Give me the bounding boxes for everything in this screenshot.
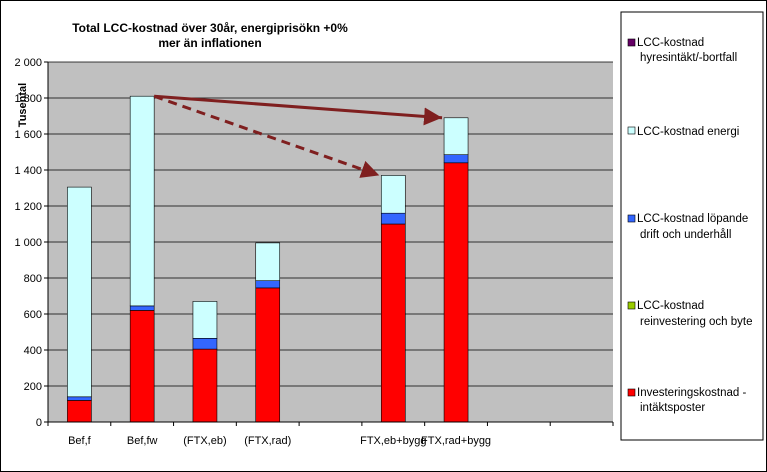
legend-label-line: hyresintäkt/-bortfall: [640, 52, 737, 64]
legend-label-line: drift och underhåll: [640, 229, 731, 241]
legend-swatch: [627, 214, 636, 223]
axes: [44, 61, 614, 426]
legend-label: LCC-kostnad energi: [637, 126, 739, 138]
x-tick-label: Bef,fw: [127, 435, 158, 447]
legend-swatch: [627, 126, 636, 135]
legend-label-line: intäktsposter: [640, 402, 705, 414]
bar-segment: [255, 287, 281, 423]
legend-label: LCC-kostnad hyresintäkt/-bortfall: [637, 37, 737, 64]
y-tick-label: 800: [24, 273, 42, 285]
legend-label-line: reinvestering och byte: [640, 316, 753, 328]
y-tick-label: 600: [24, 309, 42, 321]
y-tick-labels: 0 200 400 600 800 1 000 1 200 1 400 1 600 1 800 2 …: [14, 57, 42, 429]
bar-segment: [443, 162, 469, 423]
chart-title-line-2: mer än inflationen: [158, 36, 261, 50]
y-tick-label: 0: [36, 417, 42, 429]
legend-swatch: [627, 301, 636, 310]
y-tick-label: 1 200: [14, 201, 42, 213]
dashed-arrow: [153, 94, 380, 178]
x-tick-label: FTX,eb+bygg: [360, 435, 426, 447]
x-tick-label: (FTX,rad): [244, 435, 291, 447]
legend-label: LCC-kostnad löpande drift och underhåll: [637, 213, 748, 241]
chart-title-line-1: Total LCC-kostnad över 30år, energiprisö…: [72, 21, 348, 35]
legend-label-line: LCC-kostnad löpande: [637, 213, 748, 225]
y-tick-label: 400: [24, 345, 42, 357]
y-tick-label: 2 000: [14, 57, 42, 69]
legend-swatch: [627, 388, 636, 397]
x-tick-label: FTX,rad+bygg: [421, 435, 491, 447]
bar-segment: [67, 396, 92, 401]
bar-segment: [67, 186, 92, 398]
bar-segment: [255, 242, 281, 281]
bar-segment: [443, 117, 469, 156]
bar-segment: [380, 212, 406, 225]
y-tick-label: 200: [24, 381, 42, 393]
bar-segment: [192, 337, 218, 350]
x-tick-label: Bef,f: [68, 435, 92, 447]
bar-segment: [443, 154, 469, 164]
bar-segment: [67, 400, 92, 423]
legend-box: [620, 11, 764, 441]
legend: LCC-kostnad hyresintäkt/-bortfallLCC-kost…: [620, 11, 764, 441]
bar-segment: [192, 301, 218, 339]
y-tick-label: 1 800: [14, 93, 42, 105]
solid-arrow: [154, 94, 443, 126]
legend-label-line: LCC-kostnad: [637, 300, 704, 312]
legend-label-line: LCC-kostnad: [637, 37, 704, 49]
bar-segment: [129, 95, 155, 307]
legend-label-line: Investeringskostnad -: [637, 387, 746, 399]
bars: [67, 95, 469, 423]
bar-segment: [380, 223, 406, 423]
bar-segment: [380, 175, 406, 214]
y-tick-label: 1 600: [14, 129, 42, 141]
arrows: [153, 94, 443, 178]
y-axis-label: Tusental: [17, 83, 29, 127]
y-tick-label: 1 400: [14, 165, 42, 177]
bar-segment: [129, 305, 155, 311]
bar-segment: [129, 310, 155, 423]
bar-segment: [192, 348, 218, 423]
legend-label: LCC-kostnad reinvestering och byte: [637, 300, 753, 328]
legend-label: Investeringskostnad - intäktsposter: [637, 387, 746, 414]
y-tick-label: 1 000: [14, 237, 42, 249]
bar-segment: [255, 280, 281, 289]
x-tick-labels: Bef,f Bef,fw (FTX,eb) (FTX,rad) FTX,eb+byggF…: [68, 435, 491, 447]
legend-swatch: [627, 38, 636, 47]
x-tick-label: (FTX,eb): [183, 435, 226, 447]
